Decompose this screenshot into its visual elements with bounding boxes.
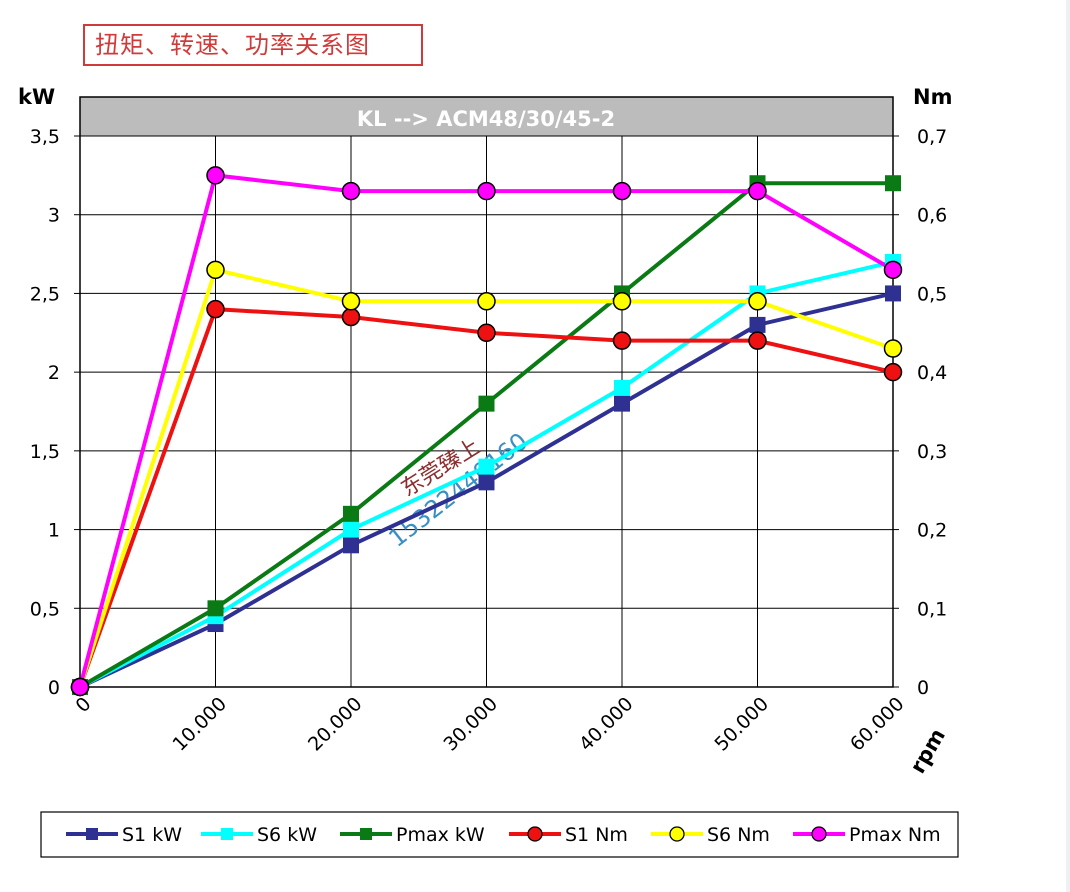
- data-point-square: [478, 395, 495, 412]
- y-right-tick-label: 0,3: [917, 441, 947, 463]
- data-point-square: [343, 537, 359, 554]
- data-point-square: [885, 285, 901, 302]
- data-point-circle: [748, 331, 767, 350]
- data-point-square: [614, 379, 630, 396]
- y-left-tick-label: 3: [48, 205, 60, 227]
- y-left-tick-label: 1,5: [30, 441, 60, 463]
- title-band: [80, 97, 893, 136]
- data-point-circle: [70, 677, 90, 697]
- x-tick-label: 20.000: [304, 693, 367, 756]
- data-point-circle: [883, 362, 903, 382]
- legend-marker: [360, 828, 372, 840]
- chart-caption: 扭矩、转速、功率关系图: [83, 24, 423, 66]
- legend-marker: [527, 826, 543, 842]
- x-ticks: 0 10.000 20.000 30.000 40.000 50.000 60.000: [71, 693, 908, 756]
- y-right-tick-label: 0,4: [917, 362, 947, 384]
- legend-label: S1 Nm: [565, 824, 628, 846]
- legend-marker: [86, 828, 98, 840]
- data-point-circle: [748, 181, 767, 201]
- data-point-circle: [206, 299, 225, 319]
- y-left-tick-label: 2: [48, 362, 60, 384]
- legend: S1 kW S6 kW Pmax kW S1 Nm S6 Nm Pmax Nm: [66, 824, 941, 846]
- plot-frame: [79, 96, 894, 688]
- data-point-circle: [477, 323, 496, 343]
- y-left-tick-label: 0: [48, 677, 60, 699]
- legend-label: Pmax kW: [396, 824, 485, 846]
- y-right-tick-label: 0,5: [917, 283, 947, 305]
- x-tick-label: 30.000: [439, 693, 502, 756]
- legend-marker: [669, 826, 685, 842]
- data-point-circle: [612, 331, 632, 350]
- data-point-circle: [477, 292, 496, 311]
- page-edge: [1066, 0, 1070, 892]
- data-point-circle: [206, 166, 225, 185]
- legend-marker: [221, 828, 233, 840]
- data-point-circle: [748, 292, 767, 311]
- y-right-tick-label: 0,6: [917, 205, 947, 227]
- data-point-square: [343, 505, 359, 522]
- x-tick-label: 50.000: [710, 693, 773, 756]
- y-ticks: 0 0,5 1 1,5 2 2,5 3 3,5 0 0,1 0,2 0,3 0,4 0,5 0,6 0,7: [30, 126, 947, 699]
- x-axis-label: rpm: [906, 725, 950, 778]
- data-point-circle: [883, 260, 903, 280]
- x-tick-label: 0: [71, 693, 95, 717]
- data-point-square: [207, 600, 224, 617]
- legend-marker: [811, 826, 827, 842]
- legend-label: S6 kW: [257, 824, 317, 846]
- data-point-circle: [477, 181, 496, 201]
- y-left-tick-label: 0,5: [30, 598, 60, 620]
- data-point-square: [343, 521, 359, 538]
- y-left-tick-label: 3,5: [30, 126, 60, 148]
- data-point-circle: [341, 307, 361, 327]
- y-left-tick-label: 2,5: [30, 283, 60, 305]
- y-right-tick-label: 0,7: [917, 126, 947, 148]
- data-point-circle: [341, 292, 361, 311]
- data-point-square: [749, 316, 766, 333]
- data-point-circle: [341, 181, 361, 201]
- legend-label: Pmax Nm: [849, 824, 941, 846]
- data-point-circle: [883, 339, 903, 358]
- data-point-circle: [612, 181, 632, 201]
- chart-title: KL --> ACM48/30/45-2: [357, 107, 615, 131]
- y-left-label: kW: [18, 85, 55, 109]
- data-point-circle: [612, 292, 632, 311]
- y-right-label: Nm: [913, 85, 952, 109]
- data-point-square: [614, 395, 630, 412]
- x-tick-label: 10.000: [168, 693, 231, 756]
- y-right-tick-label: 0,1: [917, 598, 947, 620]
- data-point-circle: [206, 260, 225, 280]
- data-point-square: [478, 474, 495, 491]
- y-right-tick-label: 0: [917, 677, 929, 699]
- x-tick-label: 60.000: [846, 693, 909, 756]
- data-point-square: [478, 458, 495, 475]
- y-left-tick-label: 1: [48, 520, 60, 542]
- series-markers: [70, 166, 903, 697]
- y-right-tick-label: 0,2: [917, 520, 947, 542]
- legend-label: S6 Nm: [707, 824, 770, 846]
- legend-label: S1 kW: [122, 824, 182, 846]
- x-tick-label: 40.000: [575, 693, 638, 756]
- data-point-square: [885, 175, 901, 192]
